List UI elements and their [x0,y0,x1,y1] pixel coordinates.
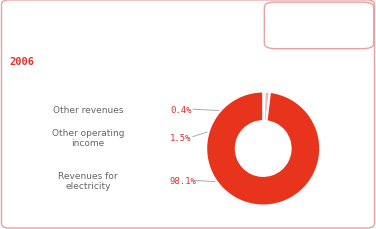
Text: Activities: Activities [11,36,73,46]
Text: 98.1%: 98.1% [170,176,197,185]
FancyBboxPatch shape [264,3,374,49]
Text: 1.5%: 1.5% [170,134,191,142]
Wedge shape [206,92,320,206]
Text: 2006: 2006 [9,57,34,67]
Text: Other revenues: Other revenues [53,105,123,114]
Text: Revenues for
electricity: Revenues for electricity [58,171,118,190]
Text: Structure of Revenues from Operating: Structure of Revenues from Operating [11,13,235,23]
Text: 0.4%: 0.4% [170,105,191,114]
Text: Other operating
income: Other operating income [52,128,124,147]
Wedge shape [263,92,265,122]
Wedge shape [264,92,270,122]
